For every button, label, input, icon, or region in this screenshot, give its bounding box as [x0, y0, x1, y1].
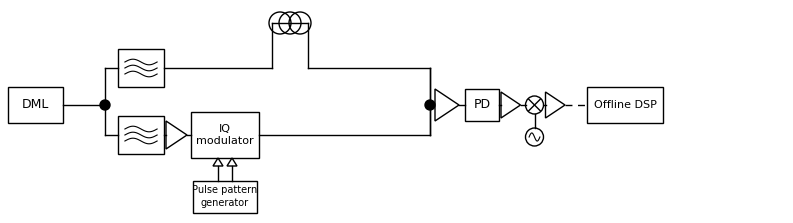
Text: modulator: modulator — [196, 136, 254, 146]
Bar — [191, 112, 259, 158]
Text: Offline DSP: Offline DSP — [594, 100, 657, 110]
Bar — [465, 89, 499, 121]
Circle shape — [425, 100, 435, 110]
Bar — [193, 181, 257, 213]
Text: PD: PD — [473, 99, 491, 112]
Text: IQ: IQ — [219, 124, 231, 134]
Circle shape — [100, 100, 110, 110]
Text: generator: generator — [201, 198, 249, 208]
Bar — [8, 87, 63, 123]
Bar — [118, 116, 164, 154]
Bar — [587, 87, 663, 123]
Text: Pulse pattern: Pulse pattern — [193, 185, 258, 195]
Text: DML: DML — [22, 99, 49, 112]
Bar — [118, 49, 164, 87]
